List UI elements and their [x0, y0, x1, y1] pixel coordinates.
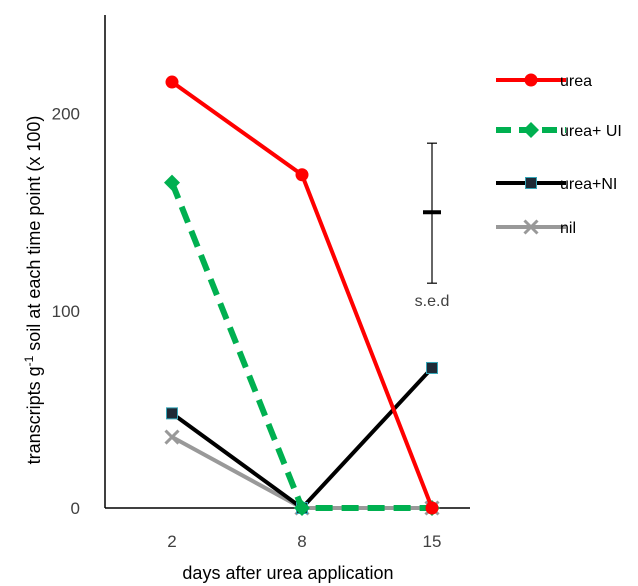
legend-marker [523, 219, 539, 235]
y-axis-title-post: soil at each time point (x 100) [24, 116, 44, 356]
y-axis-title-sup: -1 [22, 355, 36, 366]
y-axis-title: transcripts g-1 soil at each time point … [22, 116, 44, 465]
sed-error-bar [423, 142, 441, 284]
data-point [295, 168, 309, 182]
series-urea [165, 75, 439, 515]
legend-item: nil [496, 219, 576, 237]
legend-item: urea [496, 73, 592, 90]
legend-label: urea+NI [560, 176, 617, 193]
x-tick-labels: 2 8 15 [167, 532, 441, 551]
x-tick-label: 8 [297, 532, 306, 551]
x-tick-label: 15 [423, 532, 442, 551]
y-tick-labels: 0 100 200 [52, 105, 80, 518]
legend-item: urea+NI [496, 176, 617, 193]
data-point [425, 501, 439, 515]
legend-label: urea [560, 73, 592, 90]
legend-marker [524, 73, 538, 87]
data-point [165, 75, 179, 89]
data-point [166, 407, 178, 420]
sed-label: s.e.d [415, 293, 450, 310]
x-tick-label: 2 [167, 532, 176, 551]
y-tick-label: 100 [52, 302, 80, 321]
series-urea-ni [166, 361, 438, 514]
legend-marker [523, 122, 539, 138]
y-axis-title-pre: transcripts g [24, 366, 44, 464]
series-urea-ui [164, 174, 440, 516]
data-point [164, 429, 180, 445]
legend-marker [525, 177, 537, 189]
y-tick-label: 0 [71, 499, 80, 518]
legend-label: urea+ UI [560, 123, 622, 140]
data-point [164, 174, 180, 191]
axes [104, 15, 470, 509]
data-point [426, 361, 438, 374]
series-layer [164, 75, 440, 516]
legend-label: nil [560, 220, 576, 237]
series-line [171, 435, 432, 510]
legend: urea urea+ UI urea+NI nil [496, 73, 622, 237]
legend-item: urea+ UI [496, 122, 622, 140]
data-point [294, 500, 310, 516]
series-line [170, 366, 434, 510]
x-axis-title: days after urea application [182, 563, 393, 583]
y-tick-label: 200 [52, 105, 80, 124]
